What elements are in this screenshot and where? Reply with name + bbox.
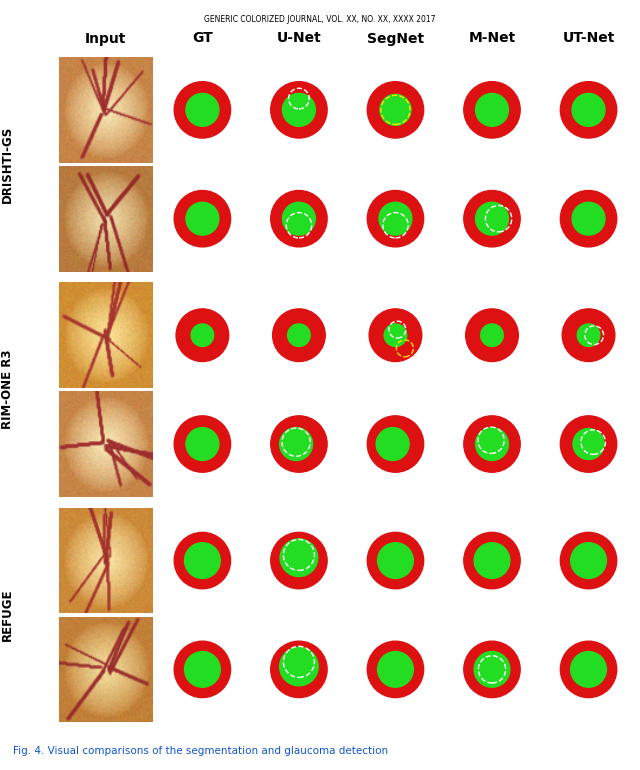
Text: U-Net: U-Net <box>276 32 321 45</box>
Circle shape <box>476 203 508 235</box>
Circle shape <box>376 427 409 460</box>
Circle shape <box>369 309 422 362</box>
Circle shape <box>474 543 510 578</box>
Circle shape <box>176 309 228 362</box>
Circle shape <box>280 648 318 686</box>
Circle shape <box>174 190 230 247</box>
Circle shape <box>464 416 520 472</box>
Circle shape <box>280 427 312 460</box>
Circle shape <box>367 641 424 698</box>
Circle shape <box>474 651 510 688</box>
Circle shape <box>561 82 617 138</box>
Circle shape <box>562 309 615 362</box>
Circle shape <box>561 641 617 698</box>
Circle shape <box>174 82 230 138</box>
Circle shape <box>367 190 424 247</box>
Circle shape <box>476 427 508 460</box>
Circle shape <box>184 651 220 688</box>
Circle shape <box>464 532 520 589</box>
Circle shape <box>367 532 424 589</box>
Circle shape <box>186 203 219 235</box>
Circle shape <box>561 190 617 247</box>
Circle shape <box>379 203 412 235</box>
Circle shape <box>561 416 617 472</box>
Circle shape <box>287 324 310 347</box>
Circle shape <box>464 82 520 138</box>
Circle shape <box>464 641 520 698</box>
Circle shape <box>571 651 606 688</box>
Circle shape <box>174 532 230 589</box>
Circle shape <box>271 416 327 472</box>
Circle shape <box>191 324 214 347</box>
Circle shape <box>367 416 424 472</box>
Circle shape <box>573 429 604 460</box>
Circle shape <box>282 203 316 235</box>
Circle shape <box>271 641 327 698</box>
Circle shape <box>380 95 411 126</box>
Text: GT: GT <box>192 32 212 45</box>
Circle shape <box>384 324 407 347</box>
Circle shape <box>280 539 317 577</box>
Circle shape <box>464 190 520 247</box>
Text: DRISHTI-GS: DRISHTI-GS <box>1 126 14 203</box>
Circle shape <box>571 543 606 578</box>
Text: Fig. 4. Visual comparisons of the segmentation and glaucoma detection: Fig. 4. Visual comparisons of the segmen… <box>13 746 388 756</box>
Text: REFUGE: REFUGE <box>1 589 14 641</box>
Circle shape <box>184 543 220 578</box>
Circle shape <box>271 190 327 247</box>
Text: Input: Input <box>85 32 127 45</box>
Text: GENERIC COLORIZED JOURNAL, VOL. XX, NO. XX, XXXX 2017: GENERIC COLORIZED JOURNAL, VOL. XX, NO. … <box>204 15 436 25</box>
Circle shape <box>186 93 219 126</box>
Circle shape <box>273 309 325 362</box>
Circle shape <box>466 309 518 362</box>
Text: SegNet: SegNet <box>367 32 424 45</box>
Circle shape <box>271 82 327 138</box>
Text: RIM-ONE R3: RIM-ONE R3 <box>1 350 14 430</box>
Circle shape <box>174 641 230 698</box>
Circle shape <box>572 203 605 235</box>
Circle shape <box>174 416 230 472</box>
Circle shape <box>282 93 316 126</box>
Circle shape <box>271 532 327 589</box>
Circle shape <box>481 324 503 347</box>
Circle shape <box>572 93 605 126</box>
Circle shape <box>561 532 617 589</box>
Circle shape <box>378 651 413 688</box>
Text: UT-Net: UT-Net <box>563 32 615 45</box>
Circle shape <box>186 427 219 460</box>
Circle shape <box>476 93 508 126</box>
Text: M-Net: M-Net <box>468 32 516 45</box>
Circle shape <box>577 324 600 347</box>
Circle shape <box>367 82 424 138</box>
Circle shape <box>378 543 413 578</box>
